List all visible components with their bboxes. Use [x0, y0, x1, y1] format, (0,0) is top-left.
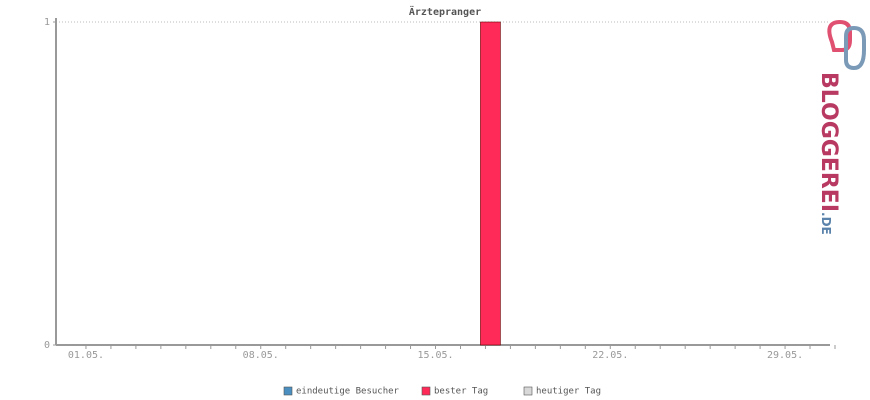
logo-name: BLOGGEREI — [816, 72, 841, 212]
logo-tld: .DE — [819, 212, 833, 235]
legend-swatch — [421, 386, 431, 396]
legend-swatch — [523, 386, 533, 396]
x-tick-label: 15.05. — [417, 350, 453, 361]
logo: BLOGGEREI.DE — [816, 19, 866, 235]
legend-label: eindeutige Besucher — [296, 387, 400, 397]
logo-text: BLOGGEREI.DE — [816, 72, 841, 235]
y-tick-label: 0 — [44, 340, 50, 351]
legend-label: heutiger Tag — [536, 387, 601, 397]
y-tick-label: 1 — [44, 17, 50, 28]
chart-title: Ärztepranger — [409, 4, 481, 18]
x-tick-label: 22.05. — [592, 350, 628, 361]
logo-icon — [844, 25, 866, 71]
x-tick-label: 08.05. — [243, 350, 279, 361]
legend-label: bester Tag — [434, 387, 488, 397]
x-tick-label: 01.05. — [68, 350, 104, 361]
bar — [480, 21, 501, 346]
legend-swatch — [283, 386, 293, 396]
x-tick-label: 29.05. — [767, 350, 803, 361]
